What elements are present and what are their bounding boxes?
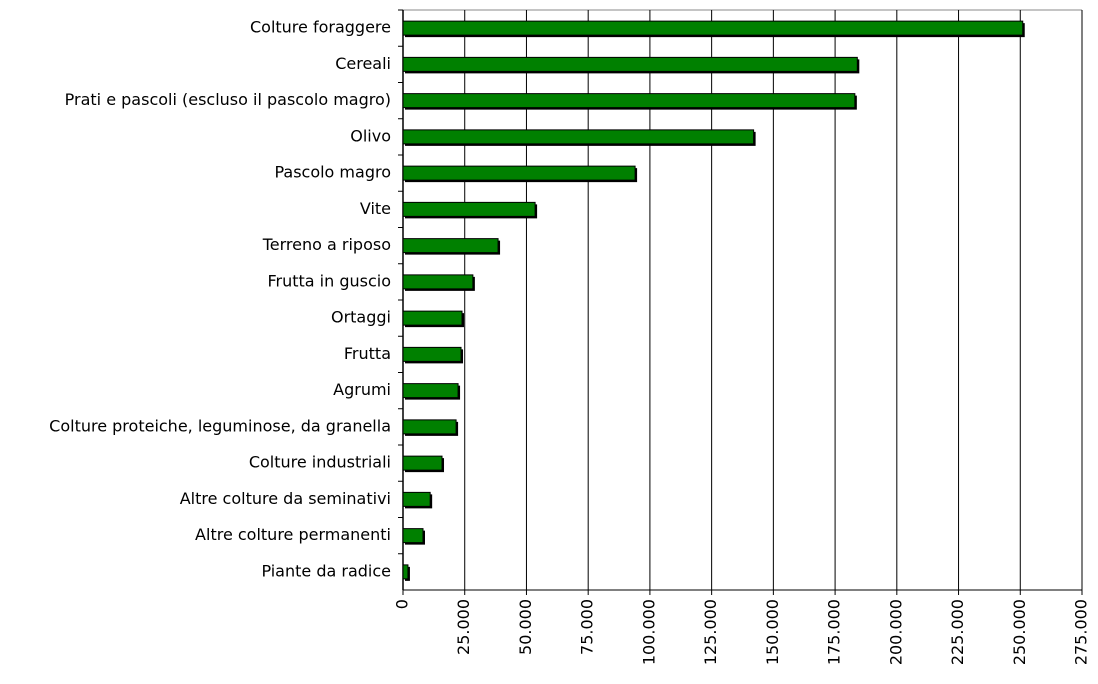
y-tick-label: Frutta in guscio (267, 271, 391, 290)
y-tick-label: Piante da radice (261, 561, 391, 580)
y-tick-label: Vite (360, 199, 391, 218)
y-tick-label: Altre colture permanenti (195, 525, 391, 544)
bar (402, 129, 755, 145)
y-tick-label: Cereali (335, 54, 391, 73)
y-tick-label: Colture foraggere (250, 18, 391, 37)
bar (402, 20, 1024, 36)
bar (402, 310, 463, 326)
bar (402, 383, 459, 399)
x-tick-label: 175.000 (825, 599, 844, 665)
x-tick-label: 275.000 (1072, 599, 1091, 665)
x-tick-label: 0 (393, 599, 412, 609)
x-tick-label: 250.000 (1010, 599, 1029, 665)
bar (402, 238, 499, 254)
bar (402, 93, 856, 109)
bar (402, 274, 474, 290)
bar (402, 528, 424, 544)
y-tick-label: Agrumi (333, 380, 391, 399)
x-tick-label: 100.000 (639, 599, 658, 665)
x-tick-label: 25.000 (454, 599, 473, 655)
x-tick-label: 75.000 (578, 599, 597, 655)
bar (402, 491, 431, 507)
y-tick-label: Prati e pascoli (escluso il pascolo magr… (65, 90, 391, 109)
bar (402, 346, 462, 362)
bar (402, 201, 536, 217)
bar (402, 419, 457, 435)
y-tick-label: Altre colture da seminativi (180, 489, 391, 508)
y-tick-label: Terreno a riposo (262, 235, 391, 254)
bar (402, 165, 636, 181)
x-tick-label: 150.000 (763, 599, 782, 665)
y-tick-label: Olivo (350, 126, 391, 145)
x-tick-label: 50.000 (516, 599, 535, 655)
y-tick-label: Colture proteiche, leguminose, da granel… (49, 416, 391, 435)
y-tick-label: Colture industriali (249, 453, 391, 472)
bar (402, 455, 443, 471)
bar (402, 564, 409, 580)
x-tick-label: 225.000 (948, 599, 967, 665)
x-tick-label: 125.000 (701, 599, 720, 665)
y-tick-label: Pascolo magro (274, 163, 391, 182)
y-tick-label: Ortaggi (331, 308, 391, 327)
bar (402, 56, 858, 72)
y-tick-label: Frutta (344, 344, 391, 363)
x-tick-label: 200.000 (886, 599, 905, 665)
